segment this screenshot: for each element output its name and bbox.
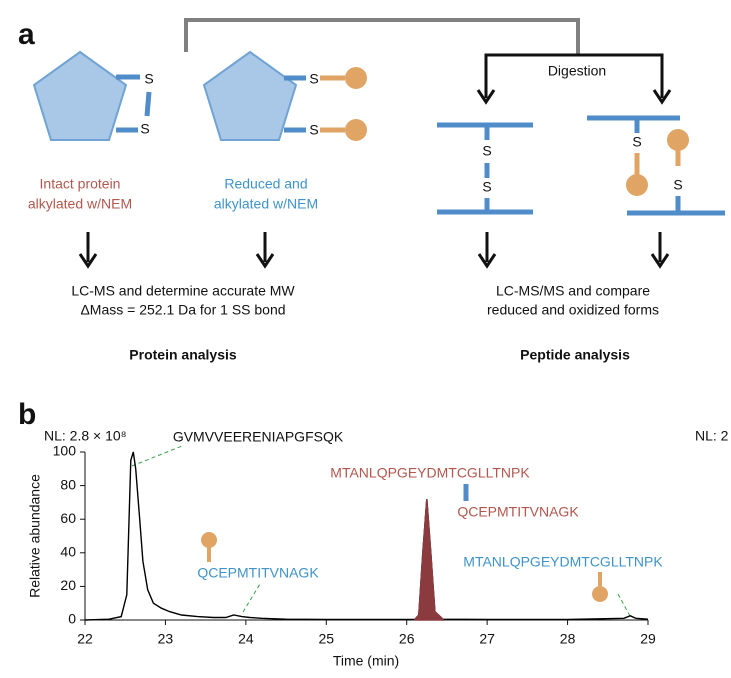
x-tick-label: 23 xyxy=(158,631,174,647)
y-axis-label: Relative abundance xyxy=(27,474,43,598)
arrows xyxy=(86,232,662,262)
nem-stick xyxy=(320,75,345,133)
normalization: NL: 2.8 × 10⁸ xyxy=(44,428,127,444)
peptides xyxy=(437,115,725,216)
y-tick-label: 60 xyxy=(60,510,76,526)
digestion-label: Digestion xyxy=(548,63,606,79)
sulfur: S xyxy=(632,134,641,150)
annotation: MTANLQPGEYDMTCGLLTNPK xyxy=(330,465,530,481)
sulfur: S xyxy=(482,179,491,195)
nem xyxy=(345,67,367,89)
x-tick-label: 26 xyxy=(399,631,415,647)
panel-label: b xyxy=(18,398,36,431)
x-axis-label: Time (min) xyxy=(333,653,399,669)
heading: Protein analysis xyxy=(129,347,237,363)
nem-stick xyxy=(634,150,681,175)
method: LC-MS and determine accurate MW xyxy=(71,283,295,299)
annotation: MTANLQPGEYDMTCGLLTNPK xyxy=(463,554,663,570)
x-tick-label: 22 xyxy=(77,631,93,647)
sulfur: S xyxy=(144,71,153,87)
x-tick-label: 29 xyxy=(640,631,656,647)
arrowheads xyxy=(476,89,672,105)
protein xyxy=(202,50,298,141)
annotation: QCEPMTITVNAGK xyxy=(457,504,579,520)
annotation: GVMVVEERENIAPGFSQK xyxy=(173,429,344,445)
arrowheads xyxy=(78,253,670,269)
trace xyxy=(84,451,649,621)
reduced-label: alkylated w/NEM xyxy=(214,196,318,212)
protein xyxy=(32,50,128,141)
sulfur: S xyxy=(309,71,318,87)
y-tick-label: 0 xyxy=(68,611,76,627)
reduced-label: Reduced and xyxy=(224,176,307,192)
normalization: NL: 2 xyxy=(695,428,729,444)
sulfur: S xyxy=(673,177,682,193)
peak-area xyxy=(414,498,444,621)
method: LC-MS/MS and compare xyxy=(496,283,650,299)
y-tick-label: 80 xyxy=(60,476,76,492)
nem xyxy=(626,174,648,196)
y-tick-label: 20 xyxy=(60,577,76,593)
bonds xyxy=(116,74,152,133)
x-tick-label: 27 xyxy=(479,631,495,647)
intact-label: alkylated w/NEM xyxy=(28,196,132,212)
method: ΔMass = 252.1 Da for 1 SS bond xyxy=(80,302,285,318)
digestion-bracket xyxy=(484,53,664,98)
leader xyxy=(131,445,631,617)
bonds xyxy=(284,75,306,133)
y-tick-label: 100 xyxy=(53,443,77,459)
nem xyxy=(667,129,689,151)
bracket xyxy=(184,18,580,55)
sulfur: S xyxy=(309,122,318,138)
x-tick-label: 24 xyxy=(238,631,254,647)
panel-label: a xyxy=(18,18,35,51)
intact-label: Intact protein xyxy=(40,176,121,192)
nem xyxy=(592,586,608,602)
sulfur: S xyxy=(140,121,149,137)
x-tick-label: 25 xyxy=(318,631,334,647)
annotation: QCEPMTITVNAGK xyxy=(197,565,319,581)
method: reduced and oxidized forms xyxy=(487,302,659,318)
nem xyxy=(345,119,367,141)
nem xyxy=(201,532,217,548)
x-tick-label: 28 xyxy=(560,631,576,647)
sulfur: S xyxy=(482,143,491,159)
heading: Peptide analysis xyxy=(520,347,630,363)
y-tick-label: 40 xyxy=(60,544,76,560)
